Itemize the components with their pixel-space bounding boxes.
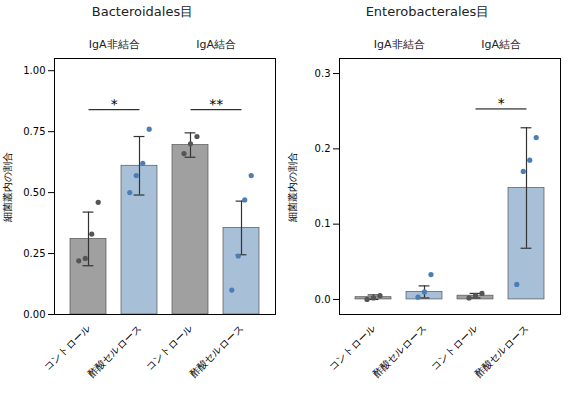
- html-text:Bacteroidales目: Bacteroidales目: [91, 4, 194, 19]
- svg-text:IgA結合: IgA結合: [481, 38, 521, 51]
- svg-text:IgA非結合: IgA非結合: [89, 38, 140, 51]
- svg-text:**: **: [209, 96, 223, 112]
- html-text:Enterobacterales目: Enterobacterales目: [365, 4, 490, 19]
- svg-text:*: *: [498, 95, 505, 111]
- svg-text:0.1: 0.1: [315, 218, 331, 229]
- svg-text:0.3: 0.3: [315, 68, 331, 79]
- svg-text:酢酸セルロース: 酢酸セルロース: [188, 322, 245, 379]
- svg-text:IgA非結合: IgA非結合: [374, 38, 425, 51]
- svg-text:細菌叢内の割合: 細菌叢内の割合: [2, 152, 13, 223]
- svg-text:コントロール: コントロール: [42, 322, 92, 372]
- svg-text:酢酸セルロース: 酢酸セルロース: [371, 322, 428, 379]
- svg-text:0.75: 0.75: [23, 126, 45, 137]
- svg-text:0.2: 0.2: [315, 143, 331, 154]
- svg-text:酢酸セルロース: 酢酸セルロース: [473, 322, 530, 379]
- svg-text:コントロール: コントロール: [429, 322, 479, 372]
- svg-text:細菌叢内の割合: 細菌叢内の割合: [287, 152, 298, 223]
- svg-text:0.00: 0.00: [23, 309, 45, 320]
- svg-text:*: *: [111, 96, 118, 112]
- svg-text:0.50: 0.50: [23, 187, 45, 198]
- svg-text:0.25: 0.25: [23, 248, 45, 259]
- svg-text:コントロール: コントロール: [144, 322, 194, 372]
- svg-text:酢酸セルロース: 酢酸セルロース: [86, 322, 143, 379]
- svg-text:1.00: 1.00: [23, 65, 45, 76]
- svg-text:IgA結合: IgA結合: [196, 38, 236, 51]
- svg-text:コントロール: コントロール: [327, 322, 377, 372]
- svg-text:0.0: 0.0: [315, 294, 331, 305]
